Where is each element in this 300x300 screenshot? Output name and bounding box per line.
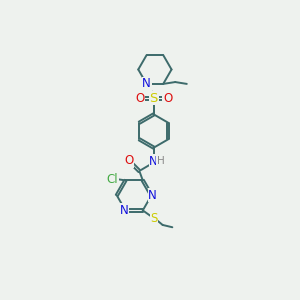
Text: H: H [157, 156, 165, 166]
Text: N: N [120, 204, 129, 217]
Text: S: S [150, 92, 158, 105]
Text: Cl: Cl [107, 173, 118, 186]
Text: N: N [149, 155, 158, 168]
Text: N: N [148, 189, 157, 202]
Text: O: O [135, 92, 145, 105]
Text: N: N [142, 77, 151, 90]
Text: O: O [163, 92, 172, 105]
Text: S: S [150, 212, 158, 225]
Text: O: O [124, 154, 134, 167]
